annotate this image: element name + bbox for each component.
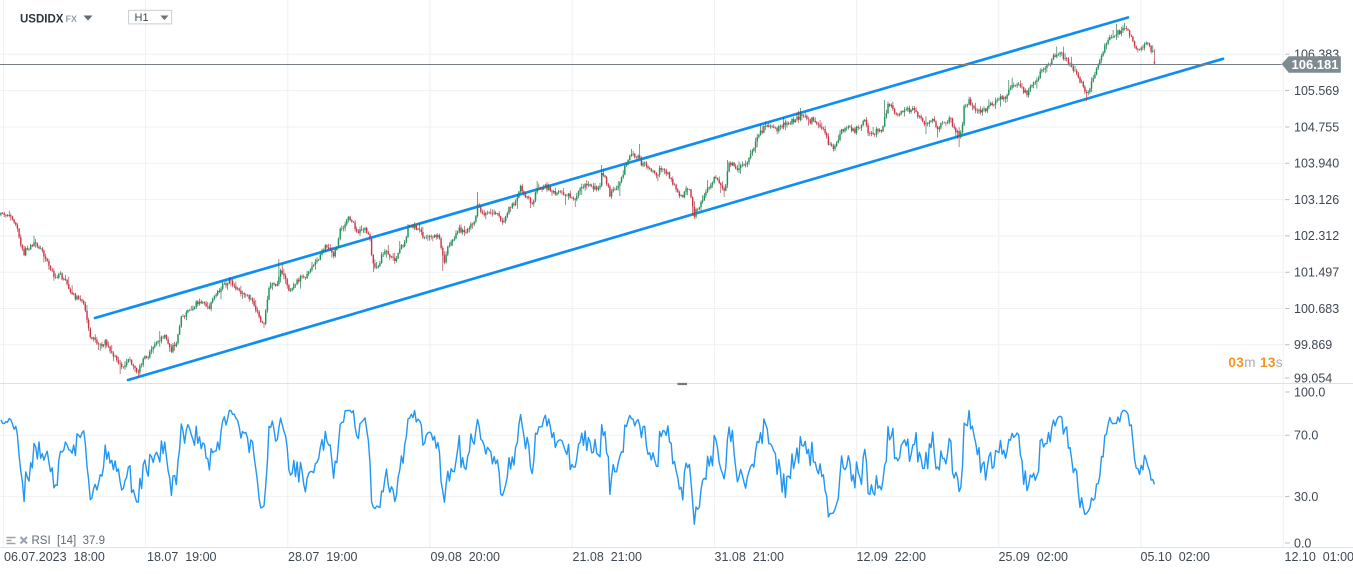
svg-text:105.569: 105.569: [1294, 84, 1339, 98]
svg-text:03m 13s: 03m 13s: [1228, 355, 1283, 370]
svg-text:101.497: 101.497: [1294, 266, 1339, 280]
svg-text:99.054: 99.054: [1294, 371, 1332, 385]
svg-text:RSI [14] 37.9: RSI [14] 37.9: [32, 535, 106, 547]
svg-text:12.09 22:00: 12.09 22:00: [857, 550, 927, 564]
svg-text:H1: H1: [135, 12, 149, 24]
svg-text:05.10 02:00: 05.10 02:00: [1141, 550, 1211, 564]
svg-text:104.755: 104.755: [1294, 120, 1339, 134]
svg-text:100.683: 100.683: [1294, 302, 1339, 316]
svg-text:USDIDX: USDIDX: [20, 14, 64, 26]
svg-text:12.10 01:00: 12.10 01:00: [1285, 550, 1353, 564]
svg-text:0.0: 0.0: [1294, 536, 1311, 550]
svg-text:106.181: 106.181: [1292, 57, 1339, 72]
svg-text:103.940: 103.940: [1294, 157, 1339, 171]
svg-text:28.07 19:00: 28.07 19:00: [288, 550, 358, 564]
svg-text:06.07.2023 18:00: 06.07.2023 18:00: [4, 550, 105, 564]
svg-text:100.0: 100.0: [1294, 385, 1325, 399]
svg-text:102.312: 102.312: [1294, 229, 1339, 243]
svg-text:31.08 21:00: 31.08 21:00: [715, 550, 785, 564]
svg-text:30.0: 30.0: [1294, 490, 1318, 504]
svg-text:70.0: 70.0: [1294, 429, 1318, 443]
svg-text:09.08 20:00: 09.08 20:00: [431, 550, 501, 564]
svg-text:18.07 19:00: 18.07 19:00: [147, 550, 217, 564]
svg-text:103.126: 103.126: [1294, 193, 1339, 207]
svg-text:FX: FX: [66, 14, 78, 24]
svg-text:25.09 02:00: 25.09 02:00: [999, 550, 1069, 564]
svg-text:99.869: 99.869: [1294, 338, 1332, 352]
svg-text:21.08 21:00: 21.08 21:00: [573, 550, 643, 564]
